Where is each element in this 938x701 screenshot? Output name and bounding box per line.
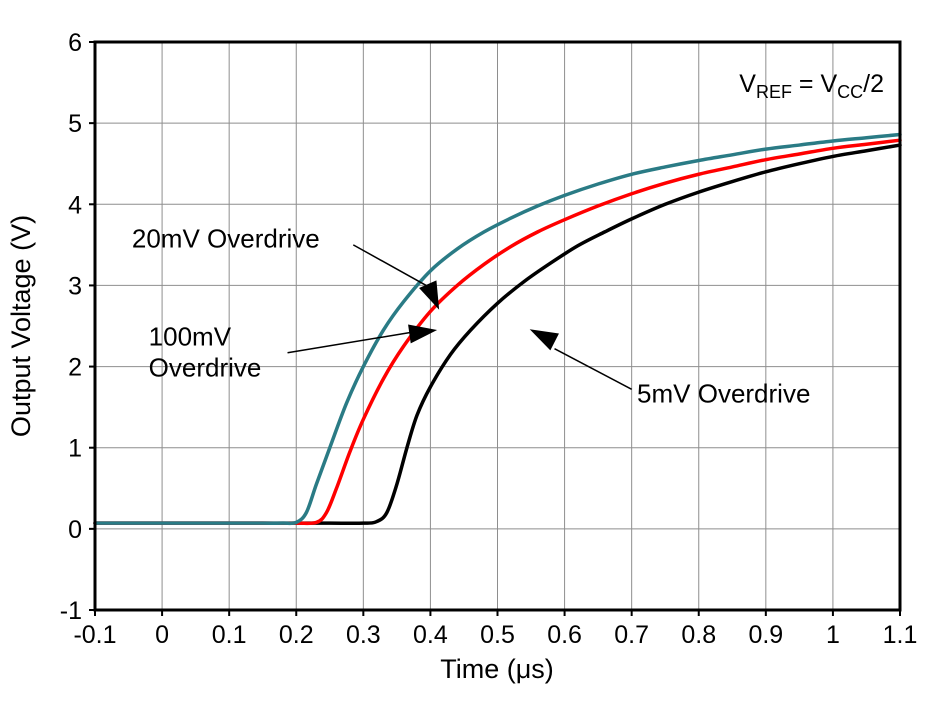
annotation-label-line: Overdrive — [149, 352, 262, 382]
vref-equation: VREF = VCC/2 — [739, 70, 884, 102]
plot-border — [93, 40, 902, 612]
curve-100mv-overdrive — [93, 132, 902, 526]
y-tick-label: 4 — [68, 191, 82, 219]
x-tick-label: 0.5 — [480, 621, 515, 649]
x-tick-label: 0.4 — [413, 621, 448, 649]
annotation-label: 100mV Overdrive — [149, 321, 262, 382]
annotation-arrowhead — [419, 280, 440, 310]
y-tick-label: 6 — [68, 29, 82, 57]
annotation-label-line: 20mV Overdrive — [132, 223, 320, 253]
vref-subscript-ref: REF — [756, 82, 792, 102]
annotation-label-line: 100mV — [149, 321, 232, 351]
x-tick-label: 0.1 — [212, 621, 247, 649]
vref-subscript-cc: CC — [837, 82, 863, 102]
annotation-leader-line — [554, 348, 633, 390]
x-tick-label: 0 — [155, 621, 169, 649]
y-tick-label: -1 — [60, 597, 82, 625]
y-tick-label: 2 — [68, 354, 82, 382]
x-axis-label: Time (μs) — [440, 654, 554, 684]
vref-base: V — [739, 70, 756, 98]
y-tick-label: 3 — [68, 272, 82, 300]
vref-equals-vcc: = V — [792, 70, 837, 98]
x-tick-label: 0.9 — [748, 621, 783, 649]
annotation-arrowhead — [529, 329, 559, 351]
x-tick-label: 1.1 — [883, 621, 918, 649]
annotation-arrowhead — [408, 324, 438, 344]
annotation-label: 5mV Overdrive — [637, 378, 810, 408]
x-tick-label: 1 — [826, 621, 840, 649]
y-tick-label: 1 — [68, 435, 82, 463]
x-tick-label: 0.7 — [614, 621, 649, 649]
x-tick-label: 0.6 — [547, 621, 582, 649]
x-tick-label: 0.2 — [279, 621, 314, 649]
annotation-label: 20mV Overdrive — [132, 223, 320, 253]
vref-half: /2 — [863, 70, 884, 98]
annotation-label-line: 5mV Overdrive — [637, 378, 810, 408]
x-tick-label: 0.3 — [346, 621, 381, 649]
y-axis-label: Output Voltage (V) — [6, 215, 36, 437]
generated-chart-layers: -0.1 0 0.1 0.2 0.3 0.4 0.5 0.6 0.7 0.8 0.9 1 1.1 -1 0 1… — [60, 29, 918, 649]
annotation-leader-line — [352, 244, 430, 288]
x-tick-label: 0.8 — [681, 621, 716, 649]
x-tick-label: -0.1 — [73, 621, 116, 649]
annotation-leader-line — [287, 331, 411, 354]
y-tick-label: 5 — [68, 110, 82, 138]
y-tick-label: 0 — [68, 516, 82, 544]
